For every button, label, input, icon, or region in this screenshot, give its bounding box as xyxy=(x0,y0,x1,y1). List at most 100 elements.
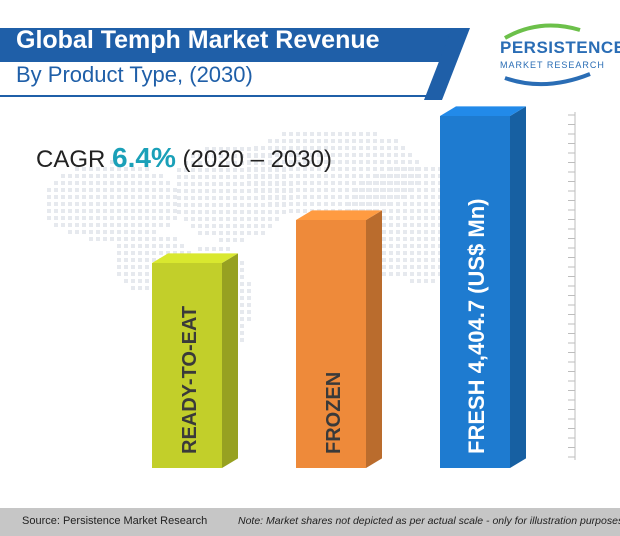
map-dot xyxy=(61,223,65,227)
map-dot xyxy=(396,272,400,276)
map-dot xyxy=(152,251,156,255)
map-dot xyxy=(233,224,237,228)
map-dot xyxy=(75,181,79,185)
map-dot xyxy=(131,202,135,206)
map-dot xyxy=(296,167,300,171)
map-dot xyxy=(410,251,414,255)
map-dot xyxy=(110,181,114,185)
map-dot xyxy=(396,188,400,192)
map-dot xyxy=(110,223,114,227)
map-dot xyxy=(410,272,414,276)
map-dot xyxy=(352,139,356,143)
map-dot xyxy=(396,223,400,227)
map-dot xyxy=(410,181,414,185)
map-dot xyxy=(380,167,384,171)
title-banner-dark xyxy=(0,28,462,62)
map-dot xyxy=(61,181,65,185)
map-dot xyxy=(268,195,272,199)
map-dot xyxy=(166,181,170,185)
map-dot xyxy=(198,203,202,207)
map-dot xyxy=(366,153,370,157)
map-dot xyxy=(401,160,405,164)
map-dot xyxy=(345,146,349,150)
map-dot xyxy=(173,202,177,206)
map-dot xyxy=(240,203,244,207)
map-dot xyxy=(103,174,107,178)
map-dot xyxy=(191,203,195,207)
map-dot xyxy=(117,195,121,199)
map-dot xyxy=(387,139,391,143)
map-dot xyxy=(131,230,135,234)
map-dot xyxy=(247,160,251,164)
map-dot xyxy=(424,223,428,227)
map-dot xyxy=(219,161,223,165)
logo-name: PERSISTENCE xyxy=(500,38,620,57)
map-dot xyxy=(310,160,314,164)
map-dot xyxy=(138,286,142,290)
map-dot xyxy=(282,202,286,206)
map-dot xyxy=(261,146,265,150)
map-dot xyxy=(145,237,149,241)
map-dot xyxy=(352,167,356,171)
map-dot xyxy=(166,237,170,241)
map-dot xyxy=(303,174,307,178)
map-dot xyxy=(424,188,428,192)
map-dot xyxy=(268,139,272,143)
map-dot xyxy=(145,258,149,262)
map-dot xyxy=(345,195,349,199)
map-dot xyxy=(47,188,51,192)
map-dot xyxy=(354,195,358,199)
map-dot xyxy=(82,181,86,185)
map-dot xyxy=(268,174,272,178)
map-dot xyxy=(275,202,279,206)
map-dot xyxy=(219,238,223,242)
map-dot xyxy=(324,153,328,157)
bar-top xyxy=(296,210,382,220)
map-dot xyxy=(403,251,407,255)
map-dot xyxy=(431,279,435,283)
map-dot xyxy=(68,230,72,234)
map-dot xyxy=(403,244,407,248)
map-dot xyxy=(138,272,142,276)
map-dot xyxy=(431,209,435,213)
map-dot xyxy=(173,244,177,248)
map-dot xyxy=(331,132,335,136)
map-dot xyxy=(396,216,400,220)
map-dot xyxy=(431,244,435,248)
map-dot xyxy=(394,153,398,157)
map-dot xyxy=(394,160,398,164)
map-dot xyxy=(96,181,100,185)
map-dot xyxy=(403,223,407,227)
map-dot xyxy=(408,160,412,164)
map-dot xyxy=(110,202,114,206)
map-dot xyxy=(389,265,393,269)
map-dot xyxy=(54,181,58,185)
map-dot xyxy=(177,210,181,214)
map-dot xyxy=(152,181,156,185)
map-dot xyxy=(131,244,135,248)
map-dot xyxy=(103,209,107,213)
map-dot xyxy=(233,210,237,214)
cagr-value: 6.4% xyxy=(112,142,176,173)
map-dot xyxy=(226,175,230,179)
map-dot xyxy=(247,231,251,235)
map-dot xyxy=(347,202,351,206)
map-dot xyxy=(254,231,258,235)
map-dot xyxy=(373,146,377,150)
map-dot xyxy=(410,174,414,178)
map-dot xyxy=(159,237,163,241)
map-dot xyxy=(205,182,209,186)
map-dot xyxy=(389,258,393,262)
map-dot xyxy=(198,161,202,165)
map-dot xyxy=(382,223,386,227)
map-dot xyxy=(131,181,135,185)
map-dot xyxy=(96,223,100,227)
map-dot xyxy=(233,182,237,186)
map-dot xyxy=(403,265,407,269)
map-dot xyxy=(212,247,216,251)
map-dot xyxy=(382,251,386,255)
map-dot xyxy=(310,146,314,150)
map-dot xyxy=(296,181,300,185)
map-dot xyxy=(275,188,279,192)
map-dot xyxy=(275,217,279,221)
